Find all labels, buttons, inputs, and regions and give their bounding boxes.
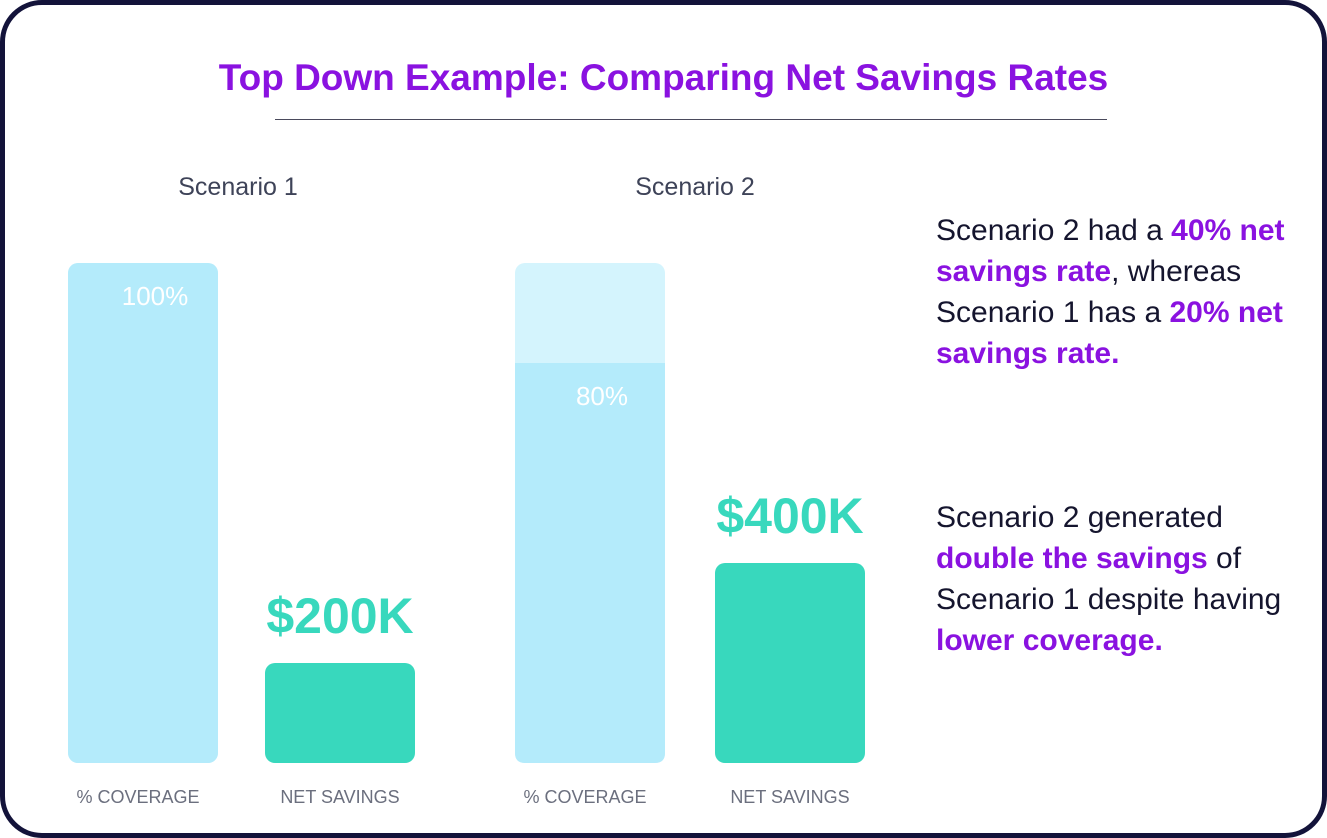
scenario-1-title: Scenario 1	[178, 173, 298, 201]
scenario-2-savings-bar	[715, 563, 865, 763]
scenario-1-savings-label: $200K	[266, 588, 413, 644]
note-net-savings-rate: Scenario 2 had a 40% net savings rate, w…	[936, 210, 1306, 374]
note-highlight: double the savings	[936, 542, 1208, 575]
note-text: , whereas Scenario 1 has a	[936, 255, 1242, 329]
scenario-1-category-savings: NET SAVINGS	[280, 787, 399, 807]
scenario-1-coverage-bar	[68, 263, 218, 763]
scenario-2-savings-label: $400K	[716, 488, 863, 544]
scenario-1-savings-bar	[265, 663, 415, 763]
scenario-bar-charts: Scenario 1 100% $200K % COVERAGE NET SAVINGS…	[68, 173, 865, 807]
note-text: Scenario 2 generated	[936, 501, 1223, 534]
scenario-1-coverage-label: 100%	[122, 281, 189, 311]
note-highlight: 20% net savings rate.	[936, 296, 1283, 370]
scenario-2-coverage-bar	[515, 363, 665, 763]
scenario-2-category-savings: NET SAVINGS	[730, 787, 849, 807]
note-text: Scenario 2 had a	[936, 214, 1172, 247]
note-highlight: 40% net savings rate	[936, 214, 1285, 288]
note-text: of Scenario 1 despite having	[936, 542, 1282, 616]
title-divider	[275, 119, 1107, 120]
note-double-savings: Scenario 2 generated double the savings …	[936, 497, 1306, 661]
scenario-2-title: Scenario 2	[635, 173, 755, 201]
scenario-2-coverage-label: 80%	[576, 381, 628, 411]
scenario-2-category-coverage: % COVERAGE	[523, 787, 646, 807]
page-title: Top Down Example: Comparing Net Savings …	[218, 57, 1109, 98]
note-highlight: lower coverage.	[936, 624, 1163, 657]
scenario-1-category-coverage: % COVERAGE	[76, 787, 199, 807]
